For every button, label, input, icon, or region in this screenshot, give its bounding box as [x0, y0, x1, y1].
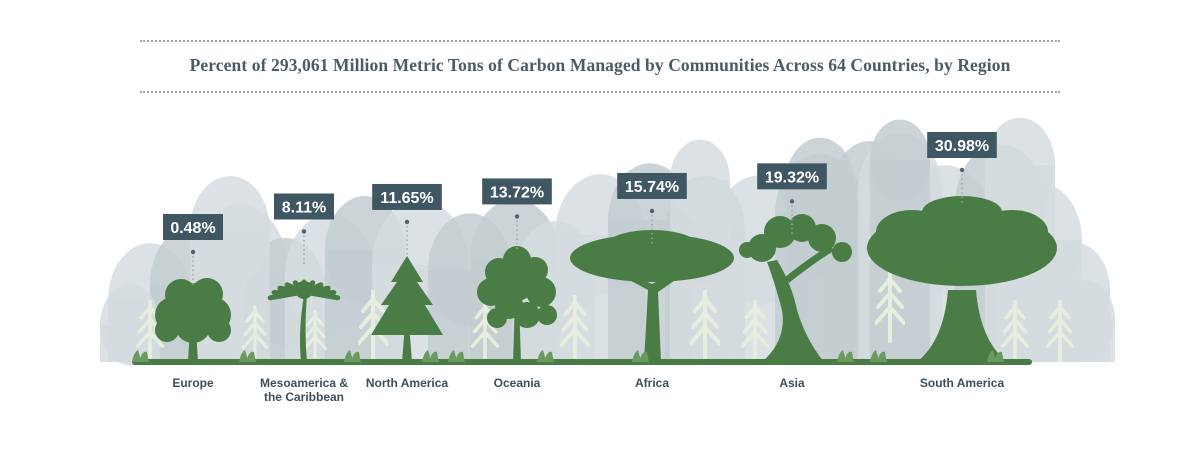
- region-label: North America: [366, 376, 449, 390]
- value-label-box: [927, 132, 997, 158]
- conifer-tree-icon: [371, 256, 443, 362]
- grass-tuft-icon: [870, 350, 887, 362]
- region-label: South America: [920, 376, 1005, 390]
- grass-tuft-icon: [987, 350, 1004, 362]
- value-label-text: 0.48%: [170, 220, 215, 237]
- rainforest-tree-icon: [867, 196, 1057, 362]
- chart-title: Percent of 293,061 Million Metric Tons o…: [189, 55, 1011, 75]
- value-label-box: [617, 172, 687, 199]
- region-label: Mesoamerica &: [260, 376, 348, 390]
- value-label: 15.74%: [617, 172, 687, 245]
- palm-tree-icon: [267, 279, 341, 362]
- region-label: Oceania: [494, 376, 541, 390]
- grass-tuft-icon: [537, 350, 554, 362]
- value-label: 19.32%: [757, 163, 827, 236]
- title-divider-top: [140, 40, 1060, 42]
- value-label-box: [372, 183, 442, 210]
- broadleaf-tree-icon: [155, 278, 231, 362]
- value-label: 8.11%: [274, 193, 334, 266]
- value-label: 11.65%: [372, 183, 442, 256]
- value-label-box: [163, 214, 223, 240]
- eucalyptus-tree-icon: [477, 246, 557, 362]
- value-label-box: [482, 178, 552, 205]
- grass-tuft-icon: [422, 350, 439, 362]
- region-label: Europe: [172, 376, 214, 390]
- grass-tuft-icon: [632, 350, 649, 362]
- acacia-tree-icon: [570, 230, 734, 362]
- value-label-text: 19.32%: [765, 169, 819, 186]
- region-label: the Caribbean: [264, 390, 344, 404]
- region-label: Africa: [635, 376, 669, 390]
- value-label-box: [757, 163, 827, 190]
- value-label: 0.48%: [163, 214, 223, 286]
- grass-tuft-icon: [239, 350, 256, 362]
- leader-dot: [404, 219, 410, 225]
- ground-line: [132, 359, 1032, 365]
- ground-layer: [132, 350, 1032, 365]
- value-labels: 0.48% 8.11% 11.65% 13.72% 15.74% 19.32% 30.98%: [163, 132, 997, 286]
- grass-tuft-icon: [448, 350, 465, 362]
- grass-tuft-icon: [344, 350, 361, 362]
- leader-dot: [190, 249, 196, 255]
- value-label-text: 8.11%: [282, 199, 326, 216]
- leader-dot: [789, 199, 795, 204]
- value-label-text: 13.72%: [490, 184, 544, 201]
- value-label: 30.98%: [927, 132, 997, 204]
- leader-dot: [959, 167, 965, 173]
- value-label: 13.72%: [482, 178, 552, 251]
- value-label-box: [274, 193, 334, 220]
- value-label-text: 30.98%: [935, 138, 989, 155]
- leader-dot: [301, 229, 307, 234]
- value-label-text: 11.65%: [380, 190, 433, 207]
- value-label-text: 15.74%: [625, 179, 679, 196]
- leader-dot: [514, 214, 520, 219]
- region-trees: [155, 196, 1057, 362]
- grass-tuft-icon: [837, 350, 854, 362]
- twisted-tree-icon: [739, 214, 852, 362]
- leader-dot: [649, 208, 655, 214]
- region-labels: Europe Mesoamerica &the Caribbean North Am…: [172, 376, 1004, 404]
- region-label: Asia: [779, 376, 805, 390]
- title-block: Percent of 293,061 Million Metric Tons o…: [140, 40, 1060, 94]
- grass-tuft-icon: [132, 350, 149, 362]
- title-divider-bottom: [140, 91, 1060, 93]
